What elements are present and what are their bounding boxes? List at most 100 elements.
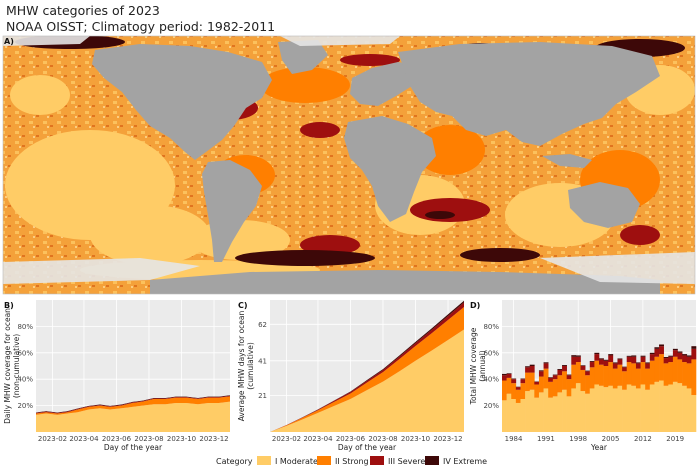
- bar-segment-2: [538, 376, 544, 393]
- bar-segment-3: [515, 387, 521, 390]
- figure-title: MHW categories of 2023: [6, 3, 160, 18]
- x-axis-title: Day of the year: [338, 443, 397, 452]
- bar-segment-3: [543, 363, 549, 369]
- map-panel-label: A): [4, 37, 14, 46]
- bar-segment-1: [677, 383, 683, 432]
- bar-segment-1: [506, 393, 512, 432]
- bar-segment-3: [649, 354, 655, 361]
- bar-segment-4: [543, 362, 549, 364]
- land-eurasia: [398, 42, 660, 146]
- legend-swatch-severe: [370, 456, 384, 465]
- bar-segment-1: [520, 399, 526, 432]
- bar-segment-1: [515, 402, 521, 432]
- bar-segment-3: [548, 377, 554, 382]
- bar-segment-2: [580, 369, 586, 392]
- y-axis-title: Average MHW days for ocean(cumulative): [237, 310, 255, 421]
- bar-segment-2: [668, 362, 674, 385]
- bar-segment-2: [511, 383, 517, 399]
- chart-annual-coverage: 20% 40% 60% 80% 1984 1991 1998 2005 2012 2019 Year…: [469, 300, 697, 452]
- bar-segment-4: [677, 351, 683, 353]
- bar-segment-2: [599, 364, 604, 386]
- bar-segment-4: [691, 346, 697, 349]
- panel-label: B): [4, 301, 14, 310]
- bar-segment-3: [506, 373, 512, 378]
- bar-segment-3: [645, 363, 651, 369]
- bar-segment-3: [534, 381, 540, 385]
- legend-label-severe: III Severe: [388, 457, 425, 466]
- x-tick-label: 2023-06: [336, 435, 366, 443]
- x-tick-label: 2023-02: [272, 435, 301, 443]
- bar-segment-1: [511, 399, 517, 432]
- bar-segment-3: [580, 366, 586, 370]
- bar-segment-4: [502, 373, 507, 376]
- y-tick-label: 60%: [483, 349, 499, 357]
- bar-segment-1: [626, 384, 632, 432]
- bar-segment-1: [594, 384, 600, 432]
- bar-segment-3: [677, 352, 683, 360]
- bar-segment-3: [571, 356, 577, 365]
- bar-segment-1: [645, 389, 651, 432]
- bar-segment-2: [552, 379, 558, 397]
- bar-segment-4: [682, 354, 688, 356]
- bar-segment-2: [645, 368, 651, 390]
- bar-segment-2: [626, 362, 632, 385]
- bar-segment-4: [672, 348, 678, 351]
- y-axis-title-line: (cumulative): [246, 342, 255, 390]
- bar-segment-3: [608, 355, 614, 363]
- x-tick-label: 2023-04: [303, 435, 333, 443]
- panel-label: D): [470, 301, 480, 310]
- bar-segment-2: [682, 362, 688, 386]
- x-tick-label: 2005: [602, 435, 620, 443]
- bar-segment-4: [622, 366, 628, 368]
- land-north-america: [92, 44, 272, 160]
- bar-segment-4: [631, 355, 637, 357]
- bar-segment-3: [529, 366, 535, 373]
- land-south-america: [202, 160, 262, 262]
- bar-segment-3: [682, 355, 688, 363]
- bar-segment-4: [608, 354, 614, 356]
- legend-label-strong: II Strong: [335, 457, 369, 466]
- bar-segment-3: [635, 363, 641, 369]
- bar-segment-1: [672, 381, 678, 432]
- figure-subtitle: NOAA OISST; Climatogy period: 1982-2011: [6, 19, 276, 34]
- bar-segment-2: [663, 363, 669, 386]
- bar-segment-2: [622, 371, 628, 390]
- bar-segment-3: [589, 362, 595, 368]
- bar-segment-3: [599, 359, 604, 365]
- bar-segment-4: [580, 365, 586, 366]
- bar-segment-1: [538, 392, 544, 432]
- bar-segment-3: [538, 371, 544, 377]
- bar-segment-1: [622, 389, 628, 432]
- bar-segment-4: [659, 344, 664, 347]
- bar-segment-2: [617, 364, 623, 386]
- bar-segment-3: [525, 367, 531, 373]
- bar-segment-4: [529, 364, 535, 366]
- x-tick-label: 2012: [634, 435, 652, 443]
- bar-segment-1: [654, 381, 660, 432]
- bar-segment-1: [603, 387, 609, 432]
- bar-segment-4: [626, 355, 632, 357]
- bar-segment-4: [594, 352, 600, 355]
- land-antarctica: [150, 270, 660, 294]
- bar-segment-2: [649, 360, 655, 385]
- bar-segment-2: [691, 359, 697, 396]
- y-tick-label: 20%: [17, 402, 33, 410]
- bar-segment-2: [654, 356, 660, 382]
- bar-segment-1: [580, 391, 586, 432]
- bar-segment-2: [557, 375, 563, 393]
- y-tick-label: 80%: [17, 323, 33, 331]
- bar-segment-1: [691, 395, 697, 432]
- bar-segment-2: [594, 360, 600, 385]
- land-indonesia: [542, 154, 592, 168]
- bar-segment-1: [663, 385, 669, 432]
- bar-segment-3: [557, 369, 563, 376]
- bar-segment-4: [520, 378, 526, 380]
- bar-segment-1: [608, 385, 614, 432]
- bar-segment-2: [585, 375, 591, 394]
- bar-segment-3: [617, 359, 623, 365]
- y-axis-title: Daily MHW coverage for ocean(non-cumulat…: [3, 308, 21, 424]
- bar-segment-4: [603, 359, 609, 361]
- bar-segment-2: [640, 362, 646, 385]
- area-series-1: [270, 329, 464, 432]
- x-tick-label: 2023-02: [38, 435, 67, 443]
